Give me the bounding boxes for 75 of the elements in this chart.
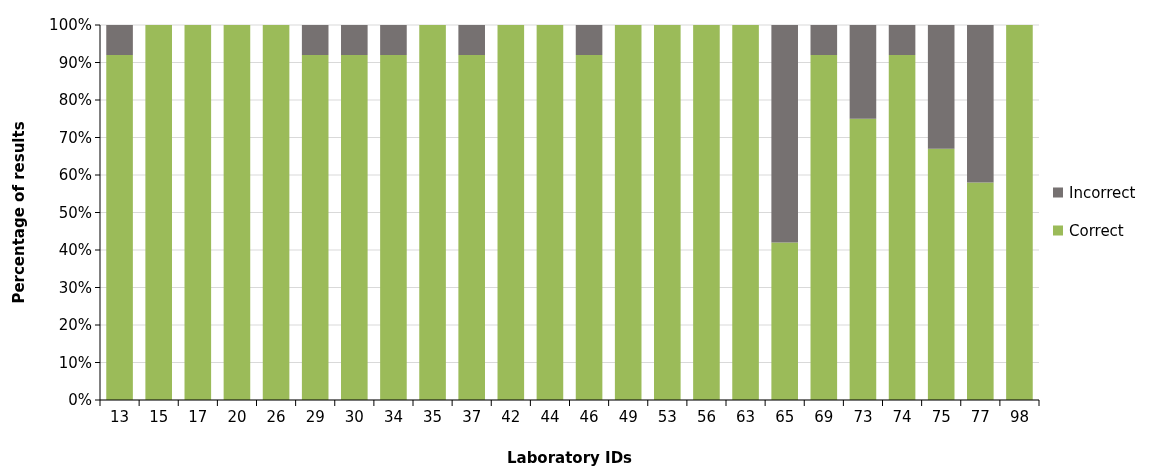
x-tick-label: 98 bbox=[1009, 408, 1029, 426]
bar bbox=[967, 25, 994, 183]
x-tick-label: 49 bbox=[618, 408, 638, 426]
x-tick-label: 26 bbox=[266, 408, 286, 426]
x-tick-label: 44 bbox=[540, 408, 560, 426]
x-tick-label: 29 bbox=[305, 408, 325, 426]
x-tick-label: 75 bbox=[931, 408, 951, 426]
bar bbox=[927, 25, 955, 149]
y-tick-label: 50% bbox=[58, 203, 92, 222]
bar bbox=[849, 118, 877, 400]
bar bbox=[223, 25, 251, 400]
y-tick-label: 90% bbox=[58, 53, 92, 72]
x-tick-label: 56 bbox=[696, 408, 716, 426]
y-tick-label: 10% bbox=[58, 353, 92, 372]
bar bbox=[380, 25, 407, 55]
x-tick-label: 46 bbox=[579, 408, 599, 426]
bar bbox=[614, 25, 642, 400]
bar bbox=[927, 148, 955, 400]
y-tick-label: 20% bbox=[58, 316, 92, 335]
bar bbox=[967, 182, 994, 400]
x-tick-label: 53 bbox=[657, 408, 677, 426]
legend-label: Correct bbox=[1069, 221, 1124, 240]
bar bbox=[654, 25, 681, 400]
x-tick-label: 42 bbox=[501, 408, 521, 426]
x-tick-label: 13 bbox=[110, 408, 130, 426]
bar bbox=[145, 25, 172, 400]
x-tick-label: 74 bbox=[892, 408, 912, 426]
bar bbox=[341, 55, 368, 400]
y-tick-label: 60% bbox=[58, 166, 92, 185]
bar bbox=[184, 25, 212, 400]
y-tick-label: 40% bbox=[58, 241, 92, 260]
x-tick-label: 34 bbox=[383, 408, 403, 426]
legend-label: Incorrect bbox=[1069, 183, 1136, 202]
bar bbox=[1006, 25, 1033, 400]
x-tick-label: 35 bbox=[423, 408, 443, 426]
bar bbox=[380, 55, 407, 400]
x-tick-label: 15 bbox=[149, 408, 169, 426]
x-tick-label: 69 bbox=[814, 408, 834, 426]
bar bbox=[419, 25, 446, 400]
x-tick-label: 63 bbox=[736, 408, 756, 426]
bar bbox=[888, 55, 916, 400]
x-tick-label: 77 bbox=[970, 408, 990, 426]
bar bbox=[810, 55, 838, 400]
bar bbox=[497, 25, 525, 400]
x-tick-label: 37 bbox=[462, 408, 482, 426]
bar bbox=[575, 25, 603, 55]
x-tick-label: 65 bbox=[775, 408, 795, 426]
bar bbox=[771, 25, 798, 243]
y-tick-label: 80% bbox=[58, 91, 92, 110]
bar bbox=[262, 25, 290, 400]
y-tick-label: 30% bbox=[58, 278, 92, 297]
bar bbox=[732, 25, 759, 400]
bar bbox=[575, 55, 603, 400]
bar bbox=[301, 55, 329, 400]
bar bbox=[458, 55, 485, 400]
bar bbox=[536, 25, 564, 400]
x-axis-title: Laboratory IDs bbox=[506, 449, 633, 467]
y-tick-label: 0% bbox=[68, 391, 92, 410]
x-tick-label: 20 bbox=[227, 408, 247, 426]
bar bbox=[106, 25, 133, 55]
bar bbox=[106, 55, 133, 400]
x-tick-label: 30 bbox=[344, 408, 364, 426]
y-tick-label: 100% bbox=[49, 16, 92, 35]
y-axis-title: Percentage of results bbox=[10, 121, 28, 304]
bar bbox=[341, 25, 368, 55]
x-tick-label: 73 bbox=[853, 408, 873, 426]
bar bbox=[693, 25, 720, 400]
bar bbox=[849, 25, 877, 119]
bar bbox=[771, 242, 798, 400]
y-tick-label: 70% bbox=[58, 128, 92, 147]
bar bbox=[810, 25, 838, 55]
x-tick-label: 17 bbox=[188, 408, 208, 426]
bar bbox=[888, 25, 916, 55]
bar bbox=[301, 25, 329, 55]
bar bbox=[458, 25, 485, 55]
